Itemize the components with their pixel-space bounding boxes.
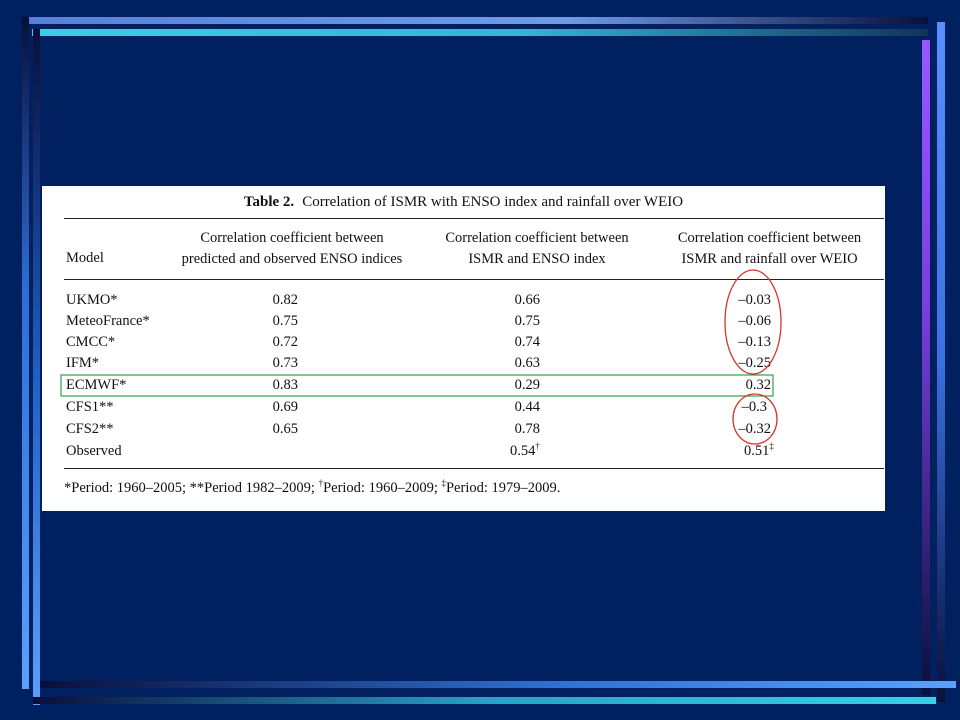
cell-col2: 0.54†: [510, 442, 540, 460]
frame-bar-right-outer: [937, 22, 945, 702]
cell-col2: 0.63: [514, 355, 540, 371]
footnote-part2: Period: 1960–2009;: [323, 480, 442, 496]
cell-col3: –0.03: [738, 292, 771, 308]
header-col1-line1: Correlation coefficient between: [200, 230, 384, 246]
circle-annotation-lower: [732, 393, 778, 445]
cell-model: CFS2**: [66, 421, 114, 437]
frame-bar-top-outer: [22, 17, 928, 24]
highlight-ecmwf-row: [60, 374, 774, 397]
footnote-part3: Period: 1979–2009.: [445, 480, 561, 496]
header-rule: [64, 279, 884, 280]
cell-col3: 0.32: [745, 377, 771, 393]
cell-col2: 0.74: [514, 334, 540, 350]
table-figure: Table 2. Correlation of ISMR with ENSO in…: [42, 186, 885, 511]
cell-col2-value: 0.54: [510, 443, 536, 459]
top-rule: [64, 218, 884, 219]
header-col2: Correlation coefficient between ISMR and…: [412, 228, 662, 270]
caption-text: Correlation of ISMR with ENSO index and …: [302, 194, 684, 210]
caption-label: Table 2.: [243, 194, 295, 210]
double-dagger-mark: ‡: [769, 441, 774, 452]
header-col3-line1: Correlation coefficient between: [677, 230, 862, 246]
cell-model: CMCC*: [66, 334, 116, 350]
footnote-double-dagger: ‡: [441, 478, 446, 489]
cell-col3: 0.51‡: [744, 442, 774, 460]
header-col1-line2: predicted and observed ENSO indices: [181, 251, 403, 267]
cell-col1: 0.75: [272, 313, 298, 329]
cell-model: UKMO*: [66, 292, 118, 308]
cell-col3: –0.25: [738, 355, 771, 371]
cell-col2: 0.44: [514, 399, 540, 415]
cell-col1: 0.82: [272, 292, 298, 308]
frame-bar-left-inner: [33, 29, 40, 705]
header-model: Model: [66, 250, 104, 266]
cell-col3: –0.3: [741, 399, 767, 415]
cell-col1: 0.83: [272, 377, 298, 393]
cell-model: Observed: [66, 443, 122, 459]
frame-bar-bottom-lower: [33, 697, 936, 704]
cell-col1: 0.73: [272, 355, 298, 371]
cell-col2: 0.75: [514, 313, 540, 329]
cell-col1: 0.72: [272, 334, 298, 350]
cell-col3: –0.06: [738, 313, 771, 329]
header-col3-line2: ISMR and rainfall over WEIO: [681, 251, 858, 267]
frame-bar-bottom-upper: [40, 681, 956, 688]
header-col2-line2: ISMR and ENSO index: [468, 251, 606, 267]
bottom-rule: [64, 468, 884, 469]
circle-annotation-upper: [724, 269, 782, 375]
cell-col2: 0.29: [514, 377, 540, 393]
cell-model: MeteoFrance*: [66, 313, 150, 329]
cell-col2: 0.66: [514, 292, 540, 308]
annotation-layer: [60, 269, 782, 445]
frame-bar-top-inner: [32, 29, 928, 36]
frame-bar-left-outer: [22, 17, 29, 689]
cell-col3: –0.32: [738, 421, 771, 437]
cell-col2: 0.78: [514, 421, 540, 437]
cell-model: CFS1**: [66, 399, 114, 415]
cell-model: IFM*: [66, 355, 100, 371]
footnote-dagger: †: [318, 478, 324, 489]
cell-col3-value: 0.51: [744, 443, 770, 459]
frame-bar-right-inner: [922, 40, 930, 695]
cell-col1: 0.69: [272, 399, 298, 415]
cell-col3: –0.13: [738, 334, 771, 350]
header-col2-line1: Correlation coefficient between: [445, 230, 629, 246]
dagger-mark: †: [535, 441, 540, 452]
table-footnote: *Period: 1960–2005; **Period 1982–2009; …: [64, 478, 561, 497]
cell-col1: 0.65: [272, 421, 298, 437]
header-col1: Correlation coefficient between predicte…: [162, 228, 422, 270]
cell-model: ECMWF*: [66, 377, 127, 393]
footnote-part1: *Period: 1960–2005; **Period 1982–2009;: [64, 480, 319, 496]
table-caption: Table 2. Correlation of ISMR with ENSO in…: [42, 194, 885, 211]
header-col3: Correlation coefficient between ISMR and…: [642, 228, 897, 270]
